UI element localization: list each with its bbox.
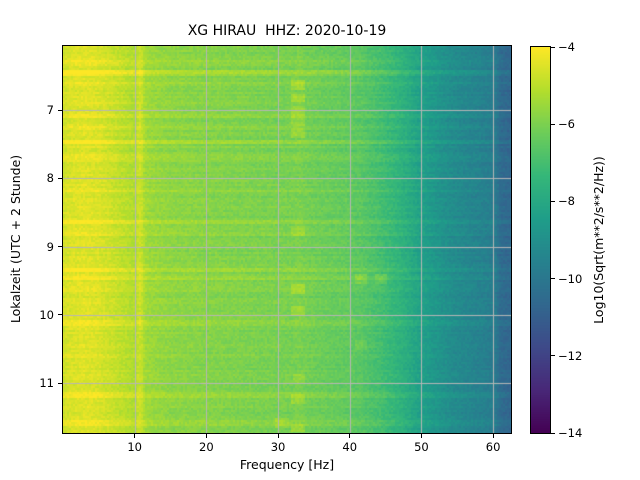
x-tick-mark — [205, 434, 207, 438]
x-tick-label: 60 — [485, 440, 501, 454]
x-tick-mark — [420, 434, 422, 438]
x-tick-label: 10 — [127, 440, 142, 454]
x-tick-label: 50 — [414, 440, 429, 454]
colorbar-tick-mark — [551, 123, 555, 125]
spectrogram-canvas — [63, 46, 511, 433]
x-tick-mark — [277, 434, 279, 438]
y-tick-label: 9 — [46, 239, 54, 254]
y-tick-mark — [58, 177, 62, 179]
colorbar-tick-mark — [551, 432, 555, 434]
x-tick-mark — [134, 434, 136, 438]
colorbar-frame — [530, 46, 551, 434]
y-tick-mark — [58, 109, 62, 111]
colorbar-tick-label: −14 — [558, 426, 583, 440]
y-tick-mark — [58, 382, 62, 384]
x-tick-label: 40 — [342, 440, 358, 454]
y-tick-label: 7 — [46, 103, 54, 118]
colorbar-canvas — [531, 47, 550, 433]
colorbar-tick-label: −4 — [558, 40, 575, 54]
colorbar-label: Log10(Sqrt(m**2/s**2/Hz)) — [591, 156, 606, 324]
colorbar-tick-mark — [551, 278, 555, 280]
y-axis-label: Lokalzeit (UTC + 2 Stunde) — [8, 154, 23, 324]
x-tick-mark — [349, 434, 351, 438]
x-tick-mark — [492, 434, 494, 438]
y-tick-label: 11 — [39, 376, 54, 391]
colorbar-tick-label: −6 — [558, 117, 575, 132]
colorbar-tick-mark — [551, 200, 555, 202]
x-axis-label: Frequency [Hz] — [239, 457, 335, 472]
x-tick-label: 30 — [270, 440, 286, 454]
colorbar-tick-label: −8 — [558, 194, 575, 209]
plot-frame — [62, 45, 512, 434]
y-tick-label: 8 — [46, 171, 54, 186]
colorbar-tick-mark — [551, 355, 555, 357]
x-tick-label: 20 — [199, 440, 214, 454]
colorbar-tick-mark — [551, 46, 555, 48]
colorbar-tick-label: −12 — [558, 348, 583, 363]
colorbar-tick-label: −10 — [558, 271, 583, 286]
y-tick-mark — [58, 246, 62, 248]
y-tick-mark — [58, 314, 62, 316]
y-tick-label: 10 — [39, 307, 54, 322]
chart-title: XG HIRAU HHZ: 2020-10-19 — [187, 23, 387, 39]
